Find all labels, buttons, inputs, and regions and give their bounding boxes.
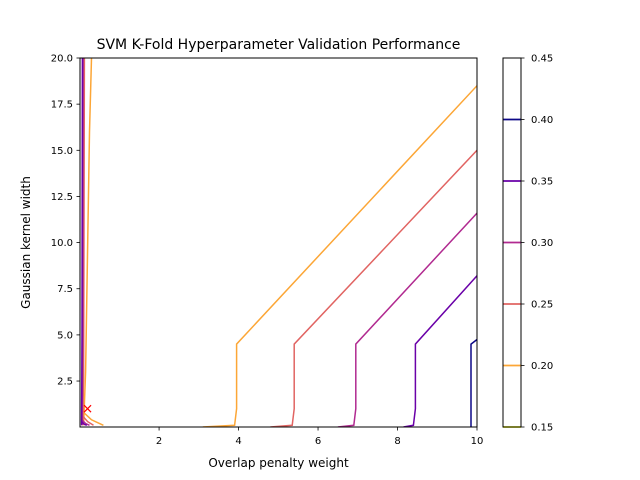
x-tick-label: 8	[394, 436, 400, 447]
colorbar: 0.15 0.20 0.25 0.30 0.35 0.40 0.45	[502, 54, 553, 434]
contour-line-0_25-0	[82, 58, 86, 426]
contour-line-0_25-1	[82, 415, 94, 426]
x-axis-label: Overlap penalty weight	[208, 456, 349, 470]
contour-line-0_2-0	[82, 58, 93, 426]
plot-frame	[79, 57, 478, 428]
contour-line-0_2-2	[202, 85, 477, 427]
x-tick-label: 2	[156, 436, 162, 447]
colorbar-tick-label: 0.30	[531, 238, 553, 249]
contour-line-0_35-1	[81, 421, 88, 427]
y-axis: 2.5 5.0 7.5 10.0 12.5 15.0 17.5 20.0	[51, 54, 80, 388]
x-tick-label: 10	[471, 436, 484, 447]
plot-area	[79, 57, 478, 428]
y-tick-label: 5.0	[57, 330, 73, 341]
contour-line-0_2-1	[83, 411, 104, 426]
colorbar-tick-label: 0.15	[531, 423, 553, 434]
colorbar-tick-label: 0.35	[531, 177, 553, 188]
y-tick-label: 20.0	[51, 54, 73, 65]
y-tick-label: 17.5	[51, 100, 73, 111]
x-tick-label: 4	[235, 436, 241, 447]
contour-line-0_3-1	[81, 419, 90, 426]
contour-line-0_35-0	[80, 58, 84, 426]
contour-line-0_4-0	[470, 338, 477, 427]
contour-line-0_3-2	[337, 212, 477, 427]
x-tick-label: 6	[315, 436, 321, 447]
y-tick-label: 7.5	[57, 284, 73, 295]
optimum-marker	[83, 404, 92, 413]
y-tick-label: 15.0	[51, 146, 73, 157]
colorbar-tick-label: 0.45	[531, 54, 553, 65]
contour-line-0_25-2	[270, 149, 477, 427]
contour-line-0_35-2	[403, 275, 477, 427]
colorbar-tick-label: 0.40	[531, 115, 553, 126]
y-tick-label: 12.5	[51, 192, 73, 203]
chart-title: SVM K-Fold Hyperparameter Validation Per…	[97, 37, 461, 53]
colorbar-tick-label: 0.25	[531, 300, 553, 311]
y-axis-label: Gaussian kernel width	[19, 176, 33, 309]
colorbar-tick-label: 0.20	[531, 361, 553, 372]
x-axis: 2 4 6 8 10	[156, 427, 483, 447]
y-tick-label: 10.0	[51, 238, 73, 249]
y-tick-label: 2.5	[57, 377, 73, 388]
